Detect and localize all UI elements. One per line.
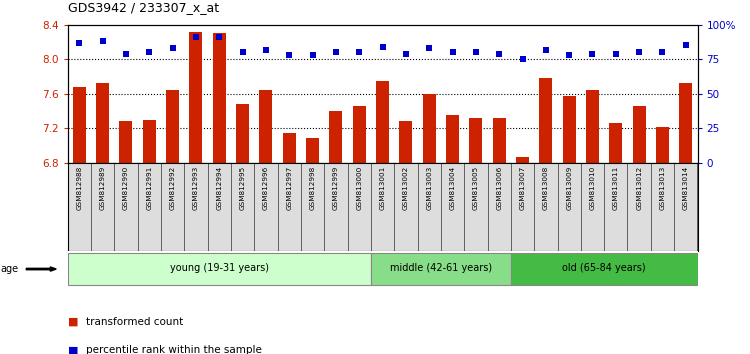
Bar <box>306 138 319 163</box>
Text: GSM813005: GSM813005 <box>472 165 478 210</box>
Point <box>353 50 365 55</box>
Bar <box>562 96 575 163</box>
Point <box>120 51 132 57</box>
Text: GSM812989: GSM812989 <box>100 165 106 210</box>
Bar <box>586 90 599 163</box>
Point <box>494 51 506 57</box>
Point <box>330 50 342 55</box>
Bar <box>470 118 482 163</box>
Text: GSM813013: GSM813013 <box>659 165 665 210</box>
Text: ■: ■ <box>68 317 82 327</box>
Text: GSM813009: GSM813009 <box>566 165 572 210</box>
Bar <box>236 104 249 163</box>
Bar <box>511 253 698 285</box>
Point <box>423 45 435 51</box>
Bar <box>352 106 365 163</box>
Text: middle (42-61 years): middle (42-61 years) <box>390 263 492 273</box>
Bar <box>283 133 296 163</box>
Point <box>236 50 248 55</box>
Bar <box>376 81 389 163</box>
Text: GSM813001: GSM813001 <box>380 165 386 210</box>
Text: age: age <box>1 264 19 274</box>
Text: GSM812996: GSM812996 <box>262 165 268 210</box>
Text: GSM812992: GSM812992 <box>170 165 176 210</box>
Text: young (19-31 years): young (19-31 years) <box>170 263 268 273</box>
Bar <box>493 118 506 163</box>
Text: GSM812993: GSM812993 <box>193 165 199 210</box>
Point <box>586 51 598 57</box>
Bar <box>73 87 86 163</box>
Point <box>143 50 155 55</box>
Text: GSM812997: GSM812997 <box>286 165 292 210</box>
Bar <box>516 157 529 163</box>
Bar <box>213 33 226 163</box>
Point <box>633 50 645 55</box>
Point <box>656 50 668 55</box>
Text: GSM813002: GSM813002 <box>403 165 409 210</box>
Text: GSM813008: GSM813008 <box>543 165 549 210</box>
Bar <box>190 32 202 163</box>
Point <box>446 50 458 55</box>
Bar <box>329 111 342 163</box>
Bar <box>119 121 132 163</box>
Bar <box>166 90 179 163</box>
Point <box>563 52 575 58</box>
Bar <box>610 123 622 163</box>
Bar <box>68 253 370 285</box>
Point <box>517 56 529 62</box>
Bar <box>96 84 109 163</box>
Text: GDS3942 / 233307_x_at: GDS3942 / 233307_x_at <box>68 1 219 14</box>
Point <box>166 45 178 51</box>
Bar <box>633 106 646 163</box>
Text: GSM812999: GSM812999 <box>333 165 339 210</box>
Point <box>190 34 202 40</box>
Text: GSM812991: GSM812991 <box>146 165 152 210</box>
Text: GSM812988: GSM812988 <box>76 165 82 210</box>
Point <box>610 51 622 57</box>
Bar <box>260 90 272 163</box>
Text: GSM813007: GSM813007 <box>520 165 526 210</box>
Text: percentile rank within the sample: percentile rank within the sample <box>86 346 262 354</box>
Point <box>680 42 692 48</box>
Text: GSM812998: GSM812998 <box>310 165 316 210</box>
Text: ■: ■ <box>68 346 82 354</box>
Text: GSM813012: GSM813012 <box>636 165 642 210</box>
Text: GSM813010: GSM813010 <box>590 165 596 210</box>
Bar <box>539 78 552 163</box>
Text: GSM813006: GSM813006 <box>496 165 502 210</box>
Point <box>213 34 225 40</box>
Point <box>376 44 388 50</box>
Bar <box>400 121 412 163</box>
Bar <box>446 115 459 163</box>
Point <box>400 51 412 57</box>
Point <box>307 52 319 58</box>
Point <box>540 47 552 52</box>
Text: old (65-84 years): old (65-84 years) <box>562 263 646 273</box>
Text: GSM812995: GSM812995 <box>239 165 245 210</box>
Bar <box>656 127 669 163</box>
Bar <box>142 120 155 163</box>
Text: GSM812990: GSM812990 <box>123 165 129 210</box>
Text: GSM812994: GSM812994 <box>216 165 222 210</box>
Bar <box>680 84 692 163</box>
Bar <box>423 94 436 163</box>
Text: GSM813011: GSM813011 <box>613 165 619 210</box>
Text: transformed count: transformed count <box>86 317 184 327</box>
Point <box>74 40 86 46</box>
Point <box>470 50 482 55</box>
Text: GSM813003: GSM813003 <box>426 165 432 210</box>
Point <box>260 47 272 52</box>
Point <box>284 52 296 58</box>
Text: GSM813004: GSM813004 <box>449 165 455 210</box>
Text: GSM813014: GSM813014 <box>682 165 688 210</box>
Text: GSM813000: GSM813000 <box>356 165 362 210</box>
Bar <box>370 253 511 285</box>
Point <box>97 39 109 44</box>
